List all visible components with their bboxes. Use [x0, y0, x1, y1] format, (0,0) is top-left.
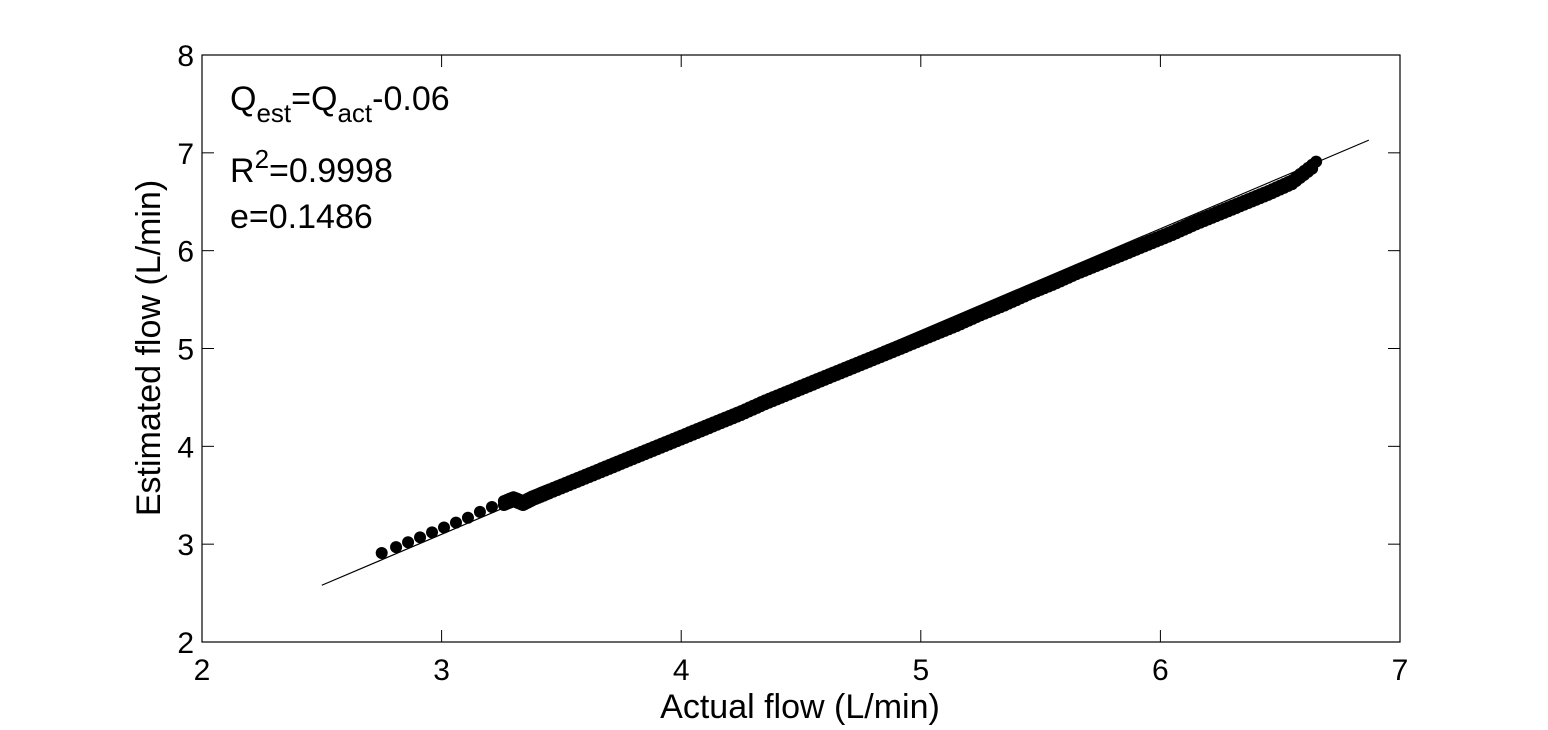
y-tick-label: 7 [177, 138, 194, 171]
equation-q1: Q [230, 80, 256, 118]
equation-tail: -0.06 [372, 80, 450, 118]
r2-sup: 2 [255, 144, 269, 174]
y-tick-label: 6 [177, 236, 194, 269]
data-points-layer [375, 155, 1323, 559]
y-tick-label: 8 [177, 40, 194, 73]
y-tick-label: 2 [177, 627, 194, 660]
equation-sub-est: est [256, 98, 291, 128]
equation-mid: =Q [291, 80, 337, 118]
x-axis-label: Actual flow (L/min) [660, 688, 940, 726]
data-point [461, 511, 474, 524]
y-axis-label: Estimated flow (L/min) [130, 180, 168, 516]
x-tick-label: 5 [912, 654, 929, 687]
r2-base: R [230, 152, 255, 190]
fit-equation: Qest=Qact-0.06 [230, 80, 450, 128]
y-axis-ticks: 2 3 4 5 6 7 8 [177, 40, 1400, 660]
data-point [426, 526, 439, 539]
data-point [390, 541, 403, 554]
data-point [1310, 155, 1323, 168]
data-point [485, 500, 498, 513]
r-squared: R2=0.9998 [230, 144, 393, 190]
x-tick-label: 3 [433, 654, 450, 687]
data-point [375, 546, 388, 559]
data-point [414, 531, 427, 544]
x-tick-label: 2 [194, 654, 211, 687]
y-tick-label: 4 [177, 431, 194, 464]
data-point [473, 505, 486, 518]
data-point [437, 521, 450, 534]
x-tick-label: 6 [1152, 654, 1169, 687]
x-axis-ticks: 2 3 4 5 6 7 [194, 55, 1409, 687]
error-value: e=0.1486 [230, 198, 373, 236]
equation-sub-act: act [337, 98, 372, 128]
data-point [449, 516, 462, 529]
data-point [402, 536, 415, 549]
y-tick-label: 3 [177, 529, 194, 562]
x-tick-label: 7 [1392, 654, 1409, 687]
x-tick-label: 4 [673, 654, 690, 687]
y-tick-label: 5 [177, 334, 194, 367]
r2-tail: =0.9998 [269, 152, 393, 190]
